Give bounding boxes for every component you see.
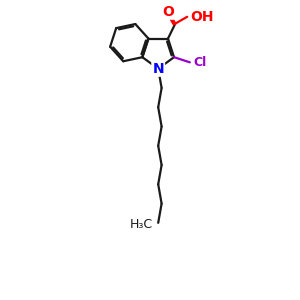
Text: OH: OH xyxy=(190,10,214,24)
Text: O: O xyxy=(163,5,174,19)
Text: Cl: Cl xyxy=(193,56,206,69)
Text: N: N xyxy=(152,62,164,76)
Text: H₃C: H₃C xyxy=(130,218,153,231)
